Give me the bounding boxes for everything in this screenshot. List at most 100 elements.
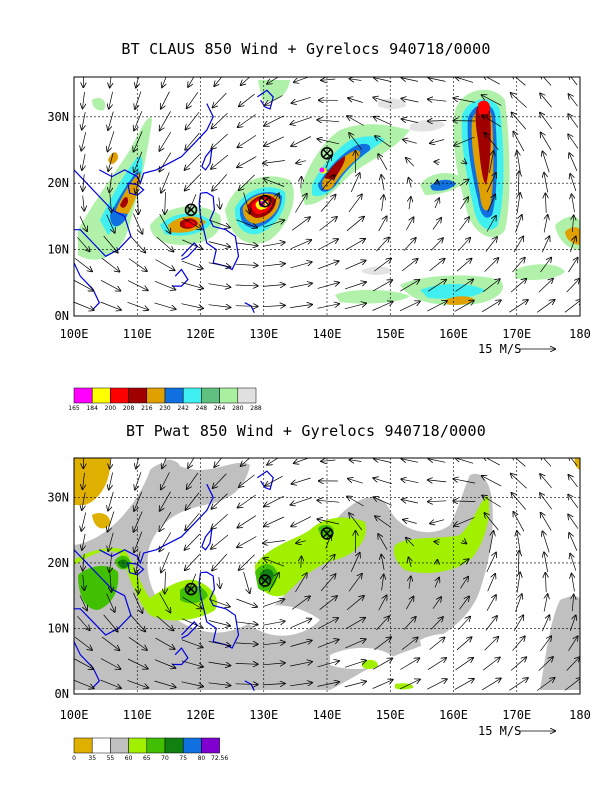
wind-vector xyxy=(136,171,141,194)
colorbar-swatch xyxy=(182,737,202,754)
wind-vector xyxy=(296,541,306,544)
wind-vector xyxy=(437,180,438,185)
wind-vector xyxy=(348,98,363,103)
coastline-segment xyxy=(172,268,189,287)
wind-vector xyxy=(428,501,447,502)
wind-vector xyxy=(318,239,338,250)
wind-vector xyxy=(517,193,520,214)
wind-vector xyxy=(429,259,445,272)
longitude-tick-label: 110E xyxy=(123,708,152,722)
colorbar-tick-label: 216 xyxy=(141,405,153,412)
coastline-segment xyxy=(181,242,199,261)
wind-vector xyxy=(109,172,112,193)
wind-vector xyxy=(74,658,93,670)
wind-vector xyxy=(101,636,120,650)
wind-vector xyxy=(482,658,500,671)
wind-vector xyxy=(212,553,228,570)
wind-vector xyxy=(540,258,552,273)
wind-vector xyxy=(568,134,579,149)
wind-vector xyxy=(484,258,499,272)
wind-vector xyxy=(208,262,231,267)
wind-vector xyxy=(566,657,580,671)
colorbar-tick-label: 230 xyxy=(159,405,171,412)
colorbar-tick-label: 75 xyxy=(179,755,187,762)
wind-vector xyxy=(484,637,499,651)
wind-vector xyxy=(373,478,393,485)
wind-vector xyxy=(399,301,420,312)
wind-vector xyxy=(291,136,312,147)
wind-vector xyxy=(185,553,201,570)
wind-vector xyxy=(321,460,336,461)
bottom-gyre-markers xyxy=(184,527,334,596)
wind-vector xyxy=(429,78,446,82)
colorbar-swatch xyxy=(164,737,184,754)
wind-vector xyxy=(182,618,202,628)
wind-vector xyxy=(544,173,549,193)
longitude-tick-label: 160E xyxy=(439,708,468,722)
bottom-wind-vectors xyxy=(74,458,580,691)
wind-vector xyxy=(301,177,302,189)
wind-vector xyxy=(517,531,521,553)
wind-vector xyxy=(137,571,138,594)
colorbar-tick-label: 208 xyxy=(123,405,135,412)
wind-vector xyxy=(134,491,143,511)
wind-vector xyxy=(165,571,166,594)
wind-vector xyxy=(454,517,475,525)
wind-vector xyxy=(541,458,552,467)
wind-vector xyxy=(294,77,309,82)
wind-vector xyxy=(483,77,500,85)
wind-vector xyxy=(186,492,200,510)
wind-vector xyxy=(290,641,312,647)
colorbar-tick-label: 35 xyxy=(88,755,96,762)
longitude-tick-label: 120E xyxy=(186,708,215,722)
wind-vector xyxy=(515,215,522,233)
wind-vector xyxy=(540,93,552,108)
wind-vector xyxy=(318,139,340,145)
wind-vector xyxy=(83,553,85,571)
wind-vector xyxy=(512,77,526,86)
wind-vector xyxy=(319,596,337,610)
wind-vector xyxy=(512,493,527,510)
wind-vector xyxy=(241,77,251,85)
wind-vector xyxy=(401,479,419,483)
wind-vector xyxy=(127,680,149,688)
top-map-frame xyxy=(73,76,581,317)
wind-vector xyxy=(185,132,200,150)
wind-vector xyxy=(268,573,279,593)
colorbar-tick-label: 80 xyxy=(198,755,206,762)
wind-vector xyxy=(290,283,312,288)
wind-vector xyxy=(317,500,340,502)
wind-vector xyxy=(320,574,335,592)
wind-vector xyxy=(541,615,549,632)
wind-vector xyxy=(238,515,257,528)
wind-vector xyxy=(427,658,446,670)
wind-vector xyxy=(345,239,365,251)
wind-vector xyxy=(486,216,496,232)
colorbar-swatch xyxy=(146,387,166,404)
wind-vector xyxy=(427,301,447,312)
wind-vector xyxy=(100,658,120,669)
wind-vector xyxy=(212,112,228,128)
wind-vector xyxy=(572,595,573,612)
wind-vector xyxy=(160,491,171,511)
wind-vector xyxy=(83,574,85,590)
coastline-segment xyxy=(181,621,199,639)
wind-vector xyxy=(263,161,285,164)
wind-vector xyxy=(188,77,195,87)
longitude-tick-label: 130E xyxy=(249,708,278,722)
top-gridlines xyxy=(74,77,580,316)
top-axis-labels: 0N 10N 20N 30N 100E 110E 120E 130E 140E 150E 160E 1… xyxy=(47,110,591,341)
wind-vector xyxy=(540,474,552,489)
wind-vector xyxy=(134,531,143,553)
wind-vector xyxy=(264,558,285,567)
wind-vector xyxy=(83,174,85,191)
colorbar-swatch xyxy=(201,737,220,754)
wind-vector xyxy=(482,476,502,487)
wind-vector xyxy=(346,217,364,232)
wind-vector xyxy=(435,198,439,209)
wind-vector xyxy=(262,264,285,267)
wind-vector xyxy=(154,280,175,289)
wind-vector xyxy=(241,458,251,466)
coastline-segment xyxy=(244,302,255,313)
